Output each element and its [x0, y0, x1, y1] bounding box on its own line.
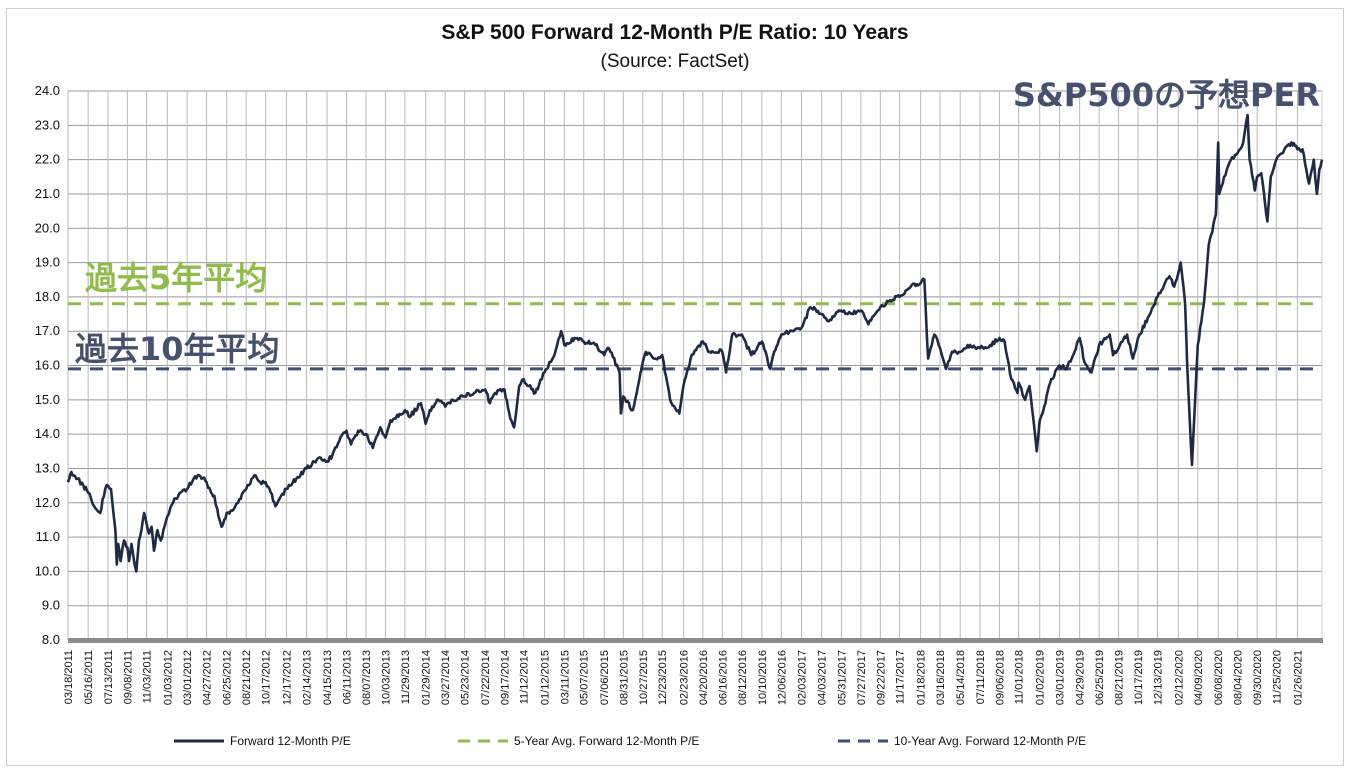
- y-tick-label: 19.0: [35, 255, 60, 270]
- x-tick-label: 06/16/2016: [717, 650, 729, 705]
- x-tick-label: 07/06/2015: [599, 650, 611, 705]
- x-tick-label: 01/26/2021: [1292, 650, 1304, 705]
- y-tick-labels: 8.0 9.0 10.0 11.0 12.0 13.0 14.0 15.0 16.0 17.0 18…: [35, 83, 60, 647]
- x-tick-label: 08/12/2016: [737, 650, 749, 705]
- x-tick-label: 10/17/2019: [1133, 650, 1145, 705]
- series-layer: [66, 113, 1324, 573]
- x-tick-label: 07/22/2014: [480, 650, 492, 705]
- x-tick-label: 11/12/2014: [519, 650, 531, 704]
- legend-label-5yr-avg: 5-Year Avg. Forward 12-Month P/E: [514, 734, 699, 748]
- y-tick-label: 14.0: [35, 426, 60, 441]
- x-tick-label: 04/15/2013: [322, 650, 334, 705]
- x-tick-label: 04/29/2019: [1075, 650, 1087, 705]
- x-tick-label: 08/04/2020: [1233, 650, 1245, 705]
- x-tick-label: 04/09/2020: [1193, 650, 1205, 705]
- x-tick-label: 06/08/2020: [1213, 650, 1225, 705]
- y-tick-label: 16.0: [35, 358, 60, 373]
- y-tick-label: 23.0: [35, 117, 60, 132]
- x-tick-label: 03/01/2012: [182, 650, 194, 705]
- y-tick-label: 21.0: [35, 186, 60, 201]
- x-tick-label: 09/17/2014: [500, 650, 512, 705]
- x-tick-label: 08/21/2012: [241, 650, 253, 705]
- x-tick-label: 05/23/2014: [460, 650, 472, 705]
- x-tick-label: 07/27/2017: [856, 650, 868, 705]
- x-tick-label: 08/31/2015: [618, 650, 630, 705]
- x-tick-label: 04/27/2012: [202, 650, 214, 705]
- annotation-10yr-avg: 過去10年平均: [75, 330, 280, 368]
- x-tick-label: 10/27/2015: [638, 650, 650, 705]
- x-tick-label: 02/23/2016: [678, 650, 690, 705]
- x-tick-label: 04/03/2017: [817, 650, 829, 705]
- average-lines: [68, 302, 1314, 371]
- x-axis-bar: [68, 638, 1323, 643]
- x-tick-label: 07/11/2018: [975, 650, 987, 704]
- x-tick-label: 10/17/2012: [261, 650, 273, 705]
- x-tick-label: 09/08/2011: [122, 650, 134, 704]
- x-tick-label: 04/20/2016: [698, 650, 710, 705]
- x-tick-labels: 03/18/2011 05/16/2011 07/13/2011 09/08/2011…: [63, 650, 1304, 705]
- x-tick-label: 02/12/2020: [1173, 650, 1185, 705]
- x-tick-label: 01/18/2018: [916, 650, 928, 705]
- y-tick-label: 18.0: [35, 289, 60, 304]
- x-tick-label: 05/31/2017: [836, 650, 848, 705]
- x-tick-label: 08/07/2013: [361, 650, 373, 705]
- x-tick-label: 07/13/2011: [103, 650, 115, 704]
- legend-label-10yr-avg: 10-Year Avg. Forward 12-Month P/E: [894, 734, 1086, 748]
- x-tick-label: 03/18/2011: [63, 650, 75, 704]
- x-tick-label: 11/29/2013: [400, 650, 412, 704]
- y-tick-label: 8.0: [42, 632, 60, 647]
- x-tick-label: 05/14/2018: [955, 650, 967, 705]
- x-tick-label: 05/16/2011: [83, 650, 95, 704]
- x-tick-label: 05/07/2015: [579, 650, 591, 705]
- y-tick-label: 9.0: [42, 598, 60, 613]
- x-tick-label: 12/13/2019: [1152, 650, 1164, 705]
- x-tick-label: 08/21/2019: [1114, 650, 1126, 705]
- x-tick-label: 10/03/2013: [380, 650, 392, 705]
- x-tick-label: 12/06/2016: [776, 650, 788, 705]
- y-tick-label: 11.0: [36, 529, 60, 544]
- x-tick-label: 01/03/2012: [162, 650, 174, 705]
- y-tick-label: 15.0: [35, 392, 60, 407]
- x-tick-label: 06/25/2019: [1094, 650, 1106, 705]
- y-tick-label: 13.0: [35, 460, 60, 475]
- x-tick-label: 11/01/2018: [1014, 650, 1026, 704]
- x-tick-label: 12/23/2015: [657, 650, 669, 705]
- y-tick-label: 17.0: [35, 323, 60, 338]
- x-tick-label: 11/17/2017: [894, 650, 906, 704]
- x-tick-label: 11/25/2020: [1271, 650, 1283, 704]
- x-tick-label: 09/22/2017: [875, 650, 887, 705]
- x-tick-label: 12/17/2012: [281, 650, 293, 705]
- x-tick-label: 02/14/2013: [302, 650, 314, 705]
- x-tick-label: 01/29/2014: [421, 650, 433, 705]
- series-forward-pe-line: [66, 113, 1324, 573]
- annotation-forward-pe: S&P500の予想PER: [1013, 76, 1320, 114]
- x-tick-label: 11/03/2011: [142, 650, 154, 703]
- x-tick-label: 10/10/2016: [757, 650, 769, 705]
- x-tick-label: 03/27/2014: [440, 650, 452, 705]
- x-tick-label: 09/06/2018: [994, 650, 1006, 705]
- x-tick-label: 03/11/2015: [559, 650, 571, 704]
- y-tick-label: 10.0: [35, 563, 60, 578]
- x-tick-label: 09/30/2020: [1252, 650, 1264, 705]
- annotation-5yr-avg: 過去5年平均: [85, 259, 267, 297]
- x-tick-label: 01/12/2015: [539, 650, 551, 705]
- x-tick-label: 03/16/2018: [935, 650, 947, 705]
- legend-label-forward-pe: Forward 12-Month P/E: [230, 734, 351, 748]
- y-tick-label: 24.0: [35, 83, 60, 98]
- chart-subtitle: (Source: FactSet): [601, 51, 750, 72]
- x-tick-label: 02/03/2017: [796, 650, 808, 705]
- x-tick-label: 06/25/2012: [222, 650, 234, 705]
- x-tick-label: 03/01/2019: [1055, 650, 1067, 705]
- y-tick-label: 12.0: [35, 495, 60, 510]
- y-tick-label: 22.0: [35, 152, 60, 167]
- legend: Forward 12-Month P/E 5-Year Avg. Forward…: [174, 734, 1086, 748]
- x-tick-label: 01/02/2019: [1035, 650, 1047, 705]
- y-tick-label: 20.0: [35, 220, 60, 235]
- chart-title: S&P 500 Forward 12-Month P/E Ratio: 10 Y…: [441, 21, 908, 44]
- x-tick-label: 06/11/2013: [342, 650, 354, 704]
